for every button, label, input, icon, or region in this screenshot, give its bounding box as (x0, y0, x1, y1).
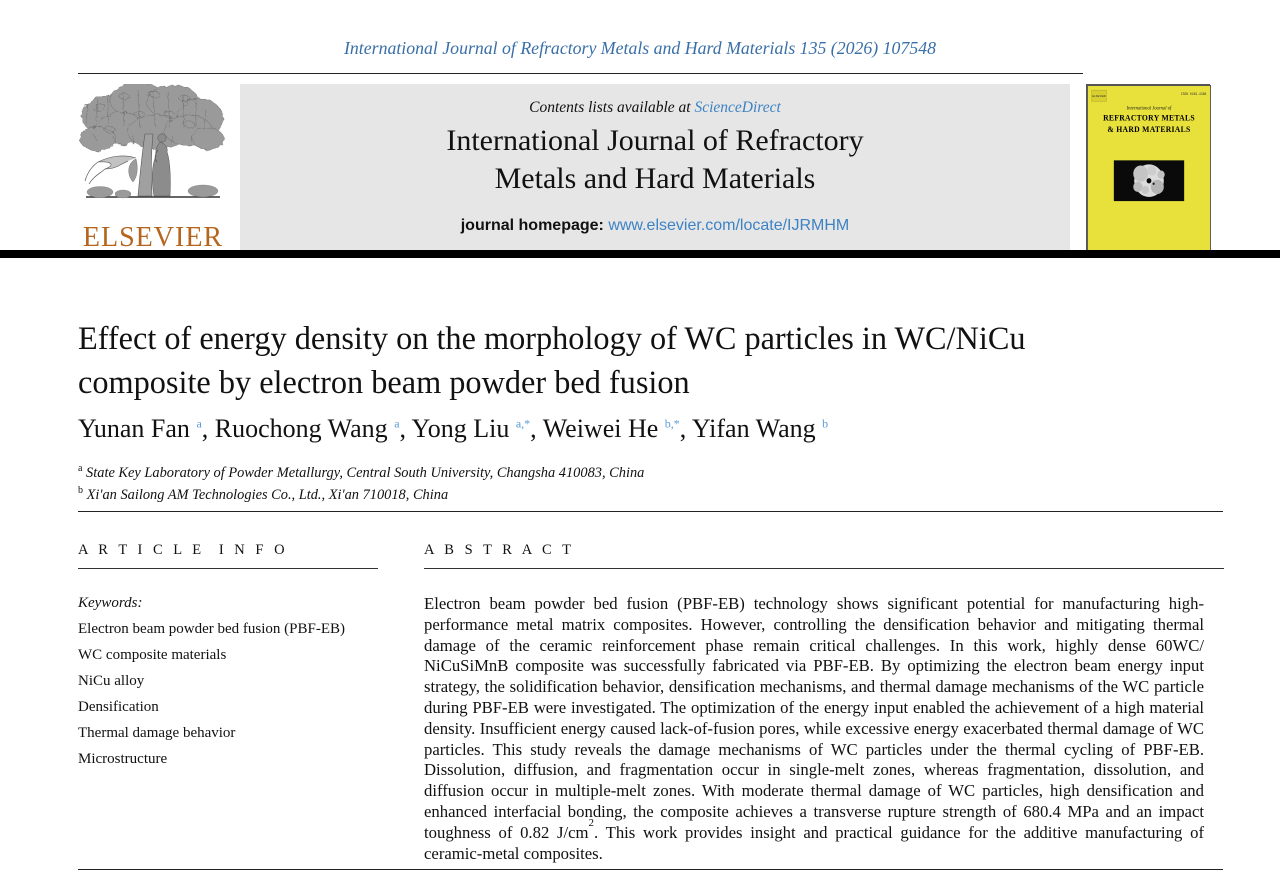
svg-text:REFRACTORY METALS: REFRACTORY METALS (1103, 113, 1195, 122)
svg-text:International Journal of: International Journal of (1126, 106, 1172, 111)
svg-text:ISSN 0263-4368: ISSN 0263-4368 (1181, 92, 1207, 96)
svg-text:& HARD MATERIALS: & HARD MATERIALS (1107, 125, 1190, 134)
svg-text:ELSEVIER: ELSEVIER (1092, 94, 1106, 98)
